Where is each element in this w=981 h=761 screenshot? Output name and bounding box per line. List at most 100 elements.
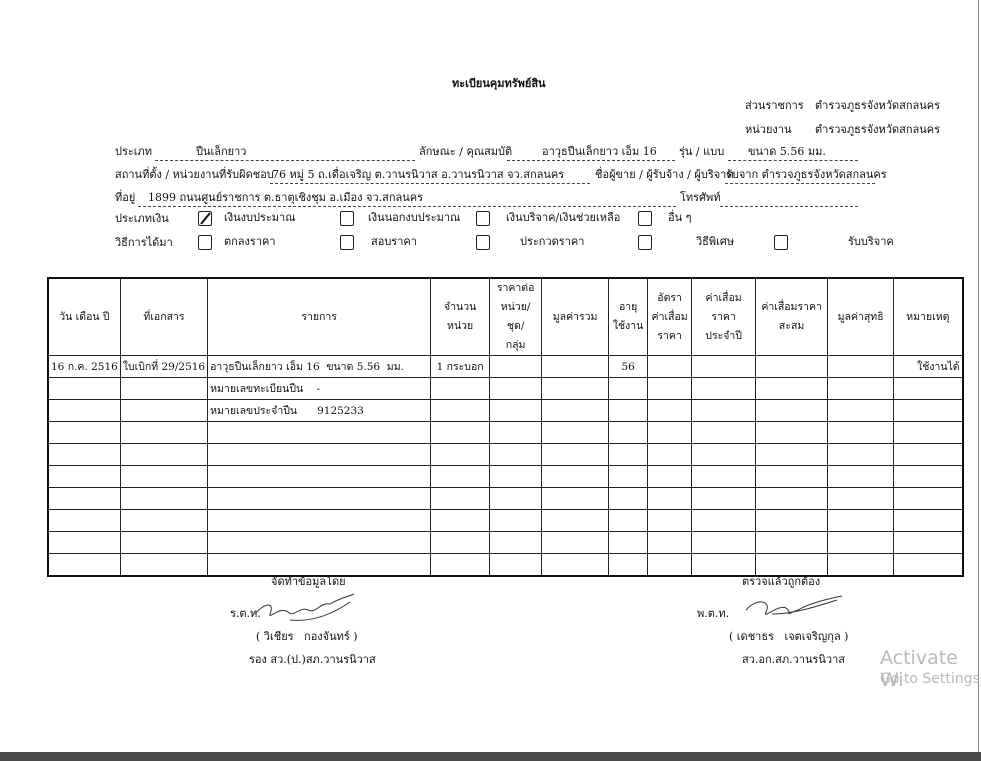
table-cell <box>608 443 649 466</box>
table-cell <box>47 399 121 422</box>
table-row <box>47 465 964 488</box>
table-cell <box>755 487 829 510</box>
asset-table: วัน เดือน ปี ที่เอกสาร รายการ จำนวน หน่วย รา… <box>47 277 964 577</box>
value: 76 หมู่ 5 ถ.เดื่อเจริญ ต.วานรนิวาส อ.วาน… <box>272 168 565 181</box>
table-cell <box>755 531 829 554</box>
table-cell <box>541 509 610 532</box>
table-cell <box>893 553 964 577</box>
label: ลักษณะ / คุณสมบัติ <box>419 145 513 158</box>
table-cell <box>893 487 964 510</box>
option-label: เงินบริจาค/เงินช่วยเหลือ <box>506 211 621 224</box>
table-row <box>47 531 964 554</box>
table-cell <box>893 421 964 444</box>
table-row <box>47 509 964 532</box>
table-cell <box>207 531 432 554</box>
checkbox <box>774 235 788 250</box>
table-cell <box>691 509 757 532</box>
label: สถานที่ตั้ง / หน่วยงานที่รับผิดชอบ <box>115 168 274 181</box>
table-cell: 16 ก.ค. 2516 <box>47 355 121 378</box>
table-cell <box>608 531 649 554</box>
column-header: จำนวน หน่วย <box>430 277 491 356</box>
table-cell <box>489 443 543 466</box>
table-cell <box>691 487 757 510</box>
signature <box>254 593 355 621</box>
table-cell <box>430 399 491 422</box>
table-cell <box>755 377 829 400</box>
check-stroke <box>200 212 211 225</box>
checkbox <box>476 235 490 250</box>
column-header: อายุ ใช้งาน <box>608 277 649 356</box>
signer-position: รอง สว.(ป.)สภ.วานรนิวาส <box>249 653 376 666</box>
table-cell <box>430 443 491 466</box>
table-cell <box>430 465 491 488</box>
value: ตำรวจภูธรจังหวัดสกลนคร <box>815 99 941 112</box>
title: ทะเบียนคุมทรัพย์สิน <box>452 77 546 90</box>
table-cell <box>608 377 649 400</box>
table-cell <box>47 377 121 400</box>
checkbox <box>340 211 354 226</box>
table-cell <box>691 421 757 444</box>
checkbox <box>340 235 354 250</box>
table-cell <box>647 553 693 577</box>
signature-heading: จัดทำข้อมูลโดย <box>271 575 346 588</box>
column-header: อัตรา ค่าเสื่อม ราคา <box>647 277 693 356</box>
table-cell <box>430 487 491 510</box>
option-label: สอบราคา <box>371 235 417 248</box>
table-cell <box>755 443 829 466</box>
table-cell <box>608 465 649 488</box>
table-cell <box>119 465 209 488</box>
table-cell <box>755 553 829 577</box>
table-cell: ใบเบิกที่ 29/2516 <box>119 355 209 378</box>
table-cell <box>207 465 432 488</box>
table-cell <box>119 553 209 577</box>
window-edge <box>0 752 981 761</box>
underline <box>725 169 875 184</box>
table-cell <box>119 377 209 400</box>
table-cell <box>541 355 610 378</box>
underline <box>155 146 415 161</box>
rank: ร.ต.ท. <box>230 607 261 620</box>
table-cell <box>47 443 121 466</box>
value: 1899 ถนนศูนย์ราชการ ต.ธาตุเชิงชุม อ.เมือ… <box>148 191 424 204</box>
table-cell <box>207 553 432 577</box>
table-cell <box>827 553 895 577</box>
column-header: ค่าเสื่อมราคา สะสม <box>755 277 829 356</box>
table-cell <box>541 377 610 400</box>
table-cell <box>827 531 895 554</box>
option-label: ตกลงราคา <box>224 235 276 248</box>
check-mark <box>200 212 211 225</box>
table-cell <box>691 355 757 378</box>
label: ประเภท <box>115 145 153 158</box>
checkbox <box>198 211 212 226</box>
option-label: วิธีพิเศษ <box>696 235 735 248</box>
table-cell <box>430 553 491 577</box>
table-cell <box>47 421 121 444</box>
table-cell <box>119 443 209 466</box>
value: รับจาก ตำรวจภูธรจังหวัดสกลนคร <box>726 168 887 181</box>
label: ที่อยู่ <box>115 191 136 204</box>
table-cell <box>541 487 610 510</box>
table-cell <box>541 421 610 444</box>
table-cell <box>430 509 491 532</box>
table-cell <box>489 421 543 444</box>
table-row: หมายเลขทะเบียนปืน - <box>47 377 964 400</box>
column-header: ค่าเสื่อมราคา ประจำปี <box>691 277 757 356</box>
checkbox <box>638 235 652 250</box>
table-cell <box>541 399 610 422</box>
column-header: ที่เอกสาร <box>119 277 209 356</box>
table-cell <box>47 531 121 554</box>
table-cell: หมายเลขทะเบียนปืน - <box>207 377 432 400</box>
table-cell: หมายเลขประจำปืน 9125233 <box>207 399 432 422</box>
signature <box>745 595 843 615</box>
table-cell: 1 กระบอก <box>430 355 491 378</box>
option-label: ประกวดราคา <box>520 235 585 248</box>
table-cell <box>647 421 693 444</box>
table-cell <box>827 465 895 488</box>
option-label: เงินนอกงบประมาณ <box>368 211 461 224</box>
table-row: หมายเลขประจำปืน 9125233 <box>47 399 964 422</box>
column-header: หมายเหตุ <box>893 277 964 356</box>
table-cell <box>827 487 895 510</box>
table-cell <box>541 465 610 488</box>
table-cell <box>647 509 693 532</box>
